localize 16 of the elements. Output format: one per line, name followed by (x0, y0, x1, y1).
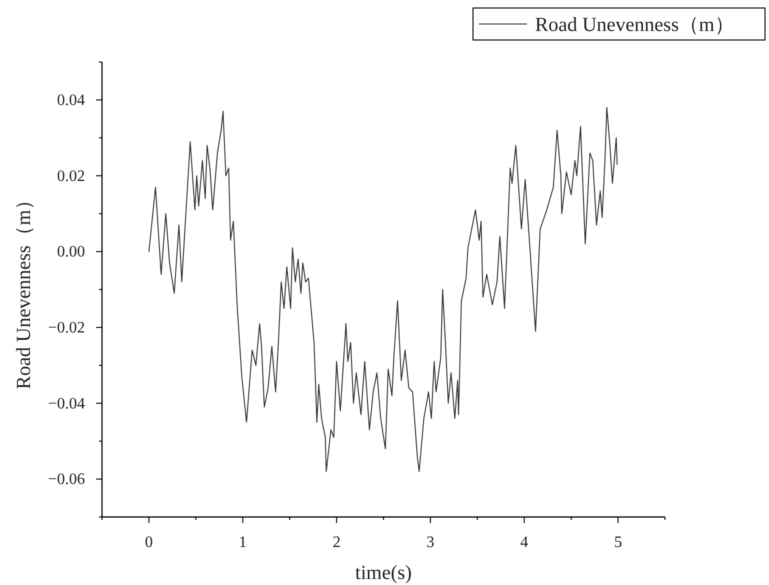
y-tick-label: 0.00 (57, 244, 85, 261)
legend: Road Unevenness（m） (472, 8, 766, 40)
y-tick-label: −0.02 (48, 319, 85, 336)
x-tick-label: 3 (426, 534, 434, 551)
x-tick-label: 2 (332, 534, 341, 551)
y-tick-label: −0.04 (48, 395, 85, 412)
y-axis-title: Road Unevenness（m） (13, 190, 35, 390)
y-tick-label: 0.04 (57, 92, 85, 109)
legend-label: Road Unevenness（m） (535, 14, 734, 36)
y-tick-label: 0.02 (57, 168, 85, 185)
x-tick-label: 5 (614, 534, 622, 551)
x-tick-label: 1 (238, 534, 247, 551)
x-axis-title: time(s) (355, 562, 412, 584)
x-tick-label: 4 (520, 534, 528, 551)
x-tick-label: 0 (144, 534, 153, 551)
y-tick-label: −0.06 (48, 471, 85, 488)
